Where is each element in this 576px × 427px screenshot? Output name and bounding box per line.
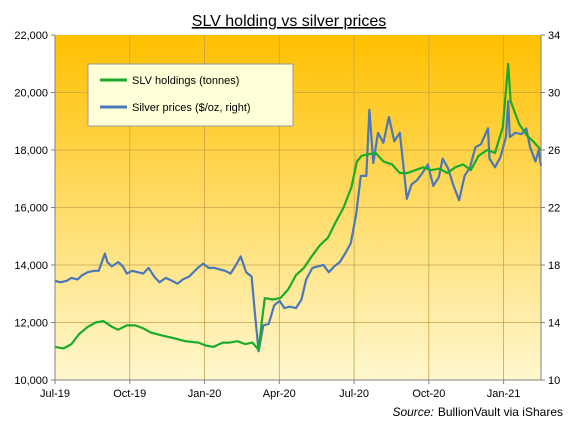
series-line-price — [54, 100, 543, 353]
y-right-tick-label: 34 — [548, 30, 560, 42]
series-line-holdings — [54, 62, 542, 351]
x-tick-label: Oct-19 — [113, 388, 146, 400]
legend-label-holdings: SLV holdings (tonnes) — [132, 75, 239, 87]
x-tick-label: Jan-20 — [188, 388, 222, 400]
y-axis-right: 10 14 18 22 26 30 34 — [540, 30, 560, 387]
legend: SLV holdings (tonnes) Silver prices ($/o… — [87, 63, 294, 127]
y-left-tick-label: 10,000 — [14, 375, 48, 387]
y-right-tick-label: 18 — [548, 260, 560, 272]
y-right-tick-label: 30 — [548, 88, 560, 100]
y-right-tick-label: 10 — [548, 375, 560, 387]
x-axis: Jul-19 Oct-19 Jan-20 Apr-20 Jul-20 Oct-20 Jan-… — [40, 379, 541, 400]
x-tick-label: Apr-20 — [263, 388, 296, 400]
series-lines — [54, 62, 543, 353]
legend-box — [87, 63, 294, 127]
y-right-tick-label: 14 — [548, 318, 560, 330]
x-tick-label: Jul-19 — [40, 388, 70, 400]
y-left-tick-label: 16,000 — [14, 203, 48, 215]
y-left-tick-label: 12,000 — [14, 318, 48, 330]
x-tick-label: Jan-21 — [487, 388, 521, 400]
source-note: Source: BullionVault via iShares — [392, 405, 563, 419]
x-tick-label: Oct-20 — [412, 388, 445, 400]
source-text: BullionVault via iShares — [438, 405, 563, 419]
y-axis-left: 10,000 12,000 14,000 16,000 18,000 20,000 22,0… — [14, 30, 56, 387]
chart-title: SLV holding vs silver prices — [192, 13, 386, 30]
y-left-tick-label: 18,000 — [14, 145, 48, 157]
x-tick-label: Jul-20 — [339, 388, 369, 400]
y-left-tick-label: 20,000 — [14, 88, 48, 100]
y-right-tick-label: 22 — [548, 203, 560, 215]
legend-label-price: Silver prices ($/oz, right) — [132, 102, 251, 114]
y-right-tick-label: 26 — [548, 145, 560, 157]
source-prefix: Source: — [392, 405, 433, 419]
y-left-tick-label: 14,000 — [14, 260, 48, 272]
y-left-tick-label: 22,000 — [14, 30, 48, 42]
